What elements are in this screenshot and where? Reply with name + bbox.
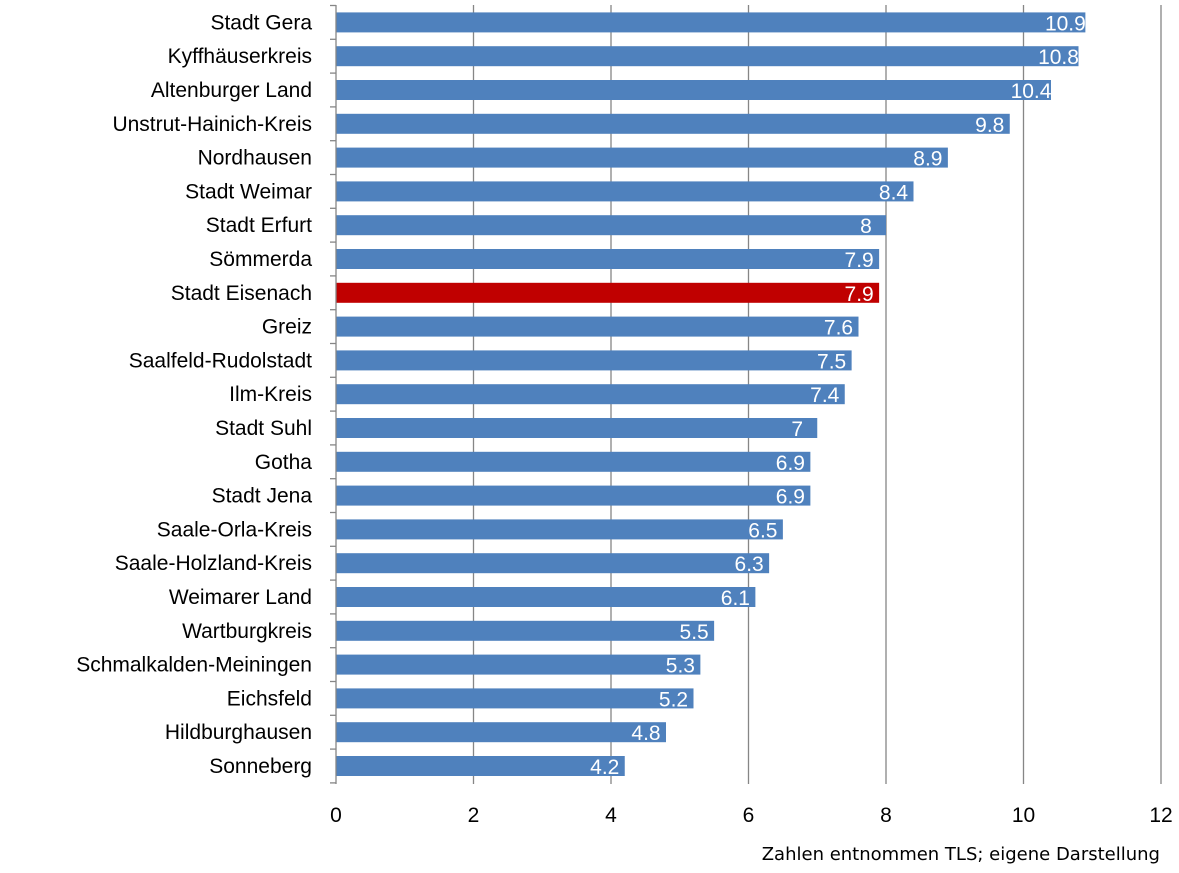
source-note: Zahlen entnommen TLS; eigene Darstellung [761,844,1160,865]
data-label-4: 8.9 [913,148,942,171]
category-label-22: Sonneberg [209,755,312,778]
category-label-15: Saale-Orla-Kreis [157,518,312,541]
category-label-13: Gotha [255,451,313,474]
data-label-20: 5.2 [659,688,688,711]
data-label-5: 8.4 [879,181,909,204]
x-tick-label-2: 4 [605,804,617,827]
x-tick-label-4: 8 [880,804,892,827]
x-tick-label-3: 6 [743,804,755,827]
category-label-18: Wartburgkreis [182,620,312,643]
bar-10 [336,350,852,371]
category-label-4: Nordhausen [198,147,312,170]
bar-20 [336,688,694,709]
category-label-19: Schmalkalden-Meiningen [76,654,312,677]
bar-11 [336,384,845,405]
category-label-5: Stadt Weimar [185,180,312,203]
data-label-2: 10.4 [1011,80,1052,103]
category-label-17: Weimarer Land [169,586,312,609]
bar-7 [336,249,880,269]
data-label-1: 10.8 [1038,46,1079,69]
category-label-3: Unstrut-Hainich-Kreis [112,113,312,136]
bar-8 [336,282,880,303]
category-label-20: Eichsfeld [227,687,312,710]
data-label-9: 7.6 [824,317,853,340]
data-label-21: 4.8 [631,722,660,745]
data-label-22: 4.2 [590,756,619,779]
category-label-8: Stadt Eisenach [171,282,312,305]
data-label-17: 6.1 [721,587,750,610]
category-label-16: Saale-Holzland-Kreis [115,552,312,575]
bar-16 [336,553,770,574]
category-label-2: Altenburger Land [151,79,312,102]
category-label-10: Saalfeld-Rudolstadt [129,349,312,372]
bar-4 [336,147,948,168]
data-label-13: 6.9 [776,452,805,475]
data-label-10: 7.5 [817,350,846,373]
category-label-1: Kyffhäuserkreis [168,45,312,68]
x-tick-label-6: 12 [1149,804,1172,827]
x-tick-label-5: 10 [1012,804,1035,827]
bar-0 [336,12,1086,33]
category-label-11: Ilm-Kreis [229,383,312,406]
bar-13 [336,451,811,472]
bar-9 [336,316,859,337]
data-label-19: 5.3 [666,655,695,678]
bar-15 [336,519,783,540]
x-tick-label-1: 2 [468,804,480,827]
data-label-6: 8 [860,215,872,238]
bar-14 [336,485,811,506]
category-label-21: Hildburghausen [165,721,312,744]
category-label-12: Stadt Suhl [215,417,312,440]
bar-2 [336,80,1051,100]
bar-18 [336,620,715,641]
data-label-12: 7 [791,418,803,441]
category-label-7: Sömmerda [209,248,312,271]
data-label-8: 7.9 [845,283,874,306]
bar-22 [336,756,625,776]
bar-1 [336,46,1079,67]
data-label-18: 5.5 [680,621,709,644]
bar-5 [336,181,914,202]
category-label-9: Greiz [262,316,312,339]
bar-17 [336,587,756,607]
bar-6 [336,215,886,236]
category-label-0: Stadt Gera [210,11,312,34]
x-tick-label-0: 0 [330,804,342,827]
category-label-6: Stadt Erfurt [206,214,312,237]
data-label-11: 7.4 [810,384,840,407]
data-label-7: 7.9 [845,249,874,272]
category-label-14: Stadt Jena [212,485,313,508]
bar-21 [336,722,666,743]
bar-19 [336,654,701,675]
data-label-16: 6.3 [735,553,764,576]
data-label-3: 9.8 [975,114,1004,137]
data-label-15: 6.5 [748,519,777,542]
bar-3 [336,113,1010,134]
bar-12 [336,418,818,438]
data-label-0: 10.9 [1045,12,1086,35]
data-label-14: 6.9 [776,486,805,509]
